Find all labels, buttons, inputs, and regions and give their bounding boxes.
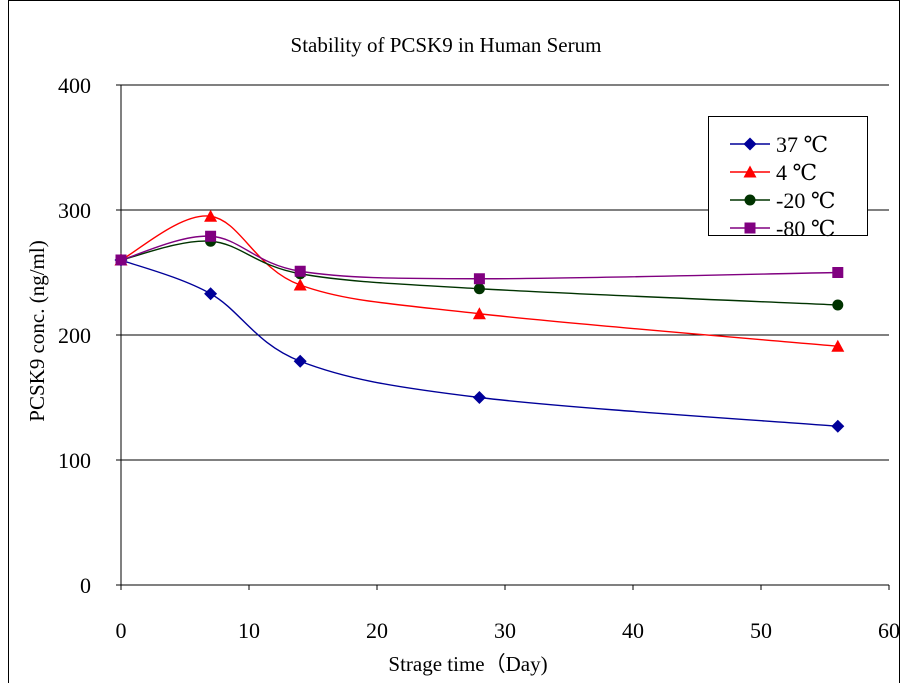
legend-items: 37 ℃ 4 ℃ -20 ℃ -80 ℃ [730, 132, 835, 241]
y-tick-label-0: 0 [80, 573, 91, 598]
data-point-s2-3 [472, 307, 486, 320]
chart-border [8, 0, 900, 688]
data-point-s1-2 [293, 354, 307, 368]
x-tick-label-30: 30 [494, 618, 516, 643]
data-point-s4-4 [832, 267, 844, 278]
y-axis-label: PCSK9 conc. (ng/ml) [25, 240, 49, 421]
x-tick-label-0: 0 [116, 618, 127, 643]
x-tick-label-40: 40 [622, 618, 644, 643]
series-line-4 [120, 235, 838, 280]
data-point-s4-3 [473, 273, 485, 285]
series-layer [120, 215, 838, 427]
y-tick-label-200: 200 [58, 323, 91, 348]
x-tick-label-50: 50 [750, 618, 772, 643]
data-point-s1-4 [831, 419, 845, 433]
chart-title: Stability of PCSK9 in Human Serum [291, 33, 602, 57]
data-point-s3-4 [832, 299, 844, 311]
legend: 37 ℃ 4 ℃ -20 ℃ -80 ℃ [708, 116, 868, 241]
data-point-s2-4 [831, 339, 845, 352]
data-point-s3-3 [473, 283, 485, 295]
data-point-s1-1 [204, 287, 218, 301]
y-tick-label-300: 300 [58, 198, 91, 223]
x-tick-label-20: 20 [366, 618, 388, 643]
data-point-s4-2 [294, 265, 306, 277]
series-line-3 [120, 240, 838, 306]
legend-marker-1 [743, 137, 757, 151]
data-point-s2-2 [293, 278, 307, 291]
legend-box [708, 116, 868, 236]
legend-label-3: -20 ℃ [776, 188, 835, 213]
series-line-2 [120, 215, 838, 347]
y-tick-label-100: 100 [58, 448, 91, 473]
x-axis-label: Strage time（Day) [388, 652, 547, 676]
y-tick-label-400: 400 [58, 73, 91, 98]
legend-marker-3 [744, 194, 756, 206]
x-tick-label-60: 60 [878, 618, 900, 643]
data-point-s4-0 [115, 254, 127, 266]
series-line-1 [120, 259, 838, 427]
data-point-s4-1 [205, 230, 217, 242]
axes [116, 84, 890, 590]
x-tick-label-10: 10 [238, 618, 260, 643]
legend-label-1: 37 ℃ [776, 132, 828, 157]
data-point-s2-1 [204, 209, 218, 222]
grid-lines [121, 84, 889, 461]
tick-labels: 0 100 200 300 400 0 10 20 30 40 50 60 [58, 73, 900, 643]
legend-marker-2 [743, 165, 757, 178]
data-point-s1-3 [472, 391, 486, 404]
marker-layer [114, 209, 845, 433]
legend-label-4: -80 ℃ [776, 216, 835, 241]
legend-label-2: 4 ℃ [776, 160, 817, 185]
legend-marker-4 [744, 222, 756, 234]
